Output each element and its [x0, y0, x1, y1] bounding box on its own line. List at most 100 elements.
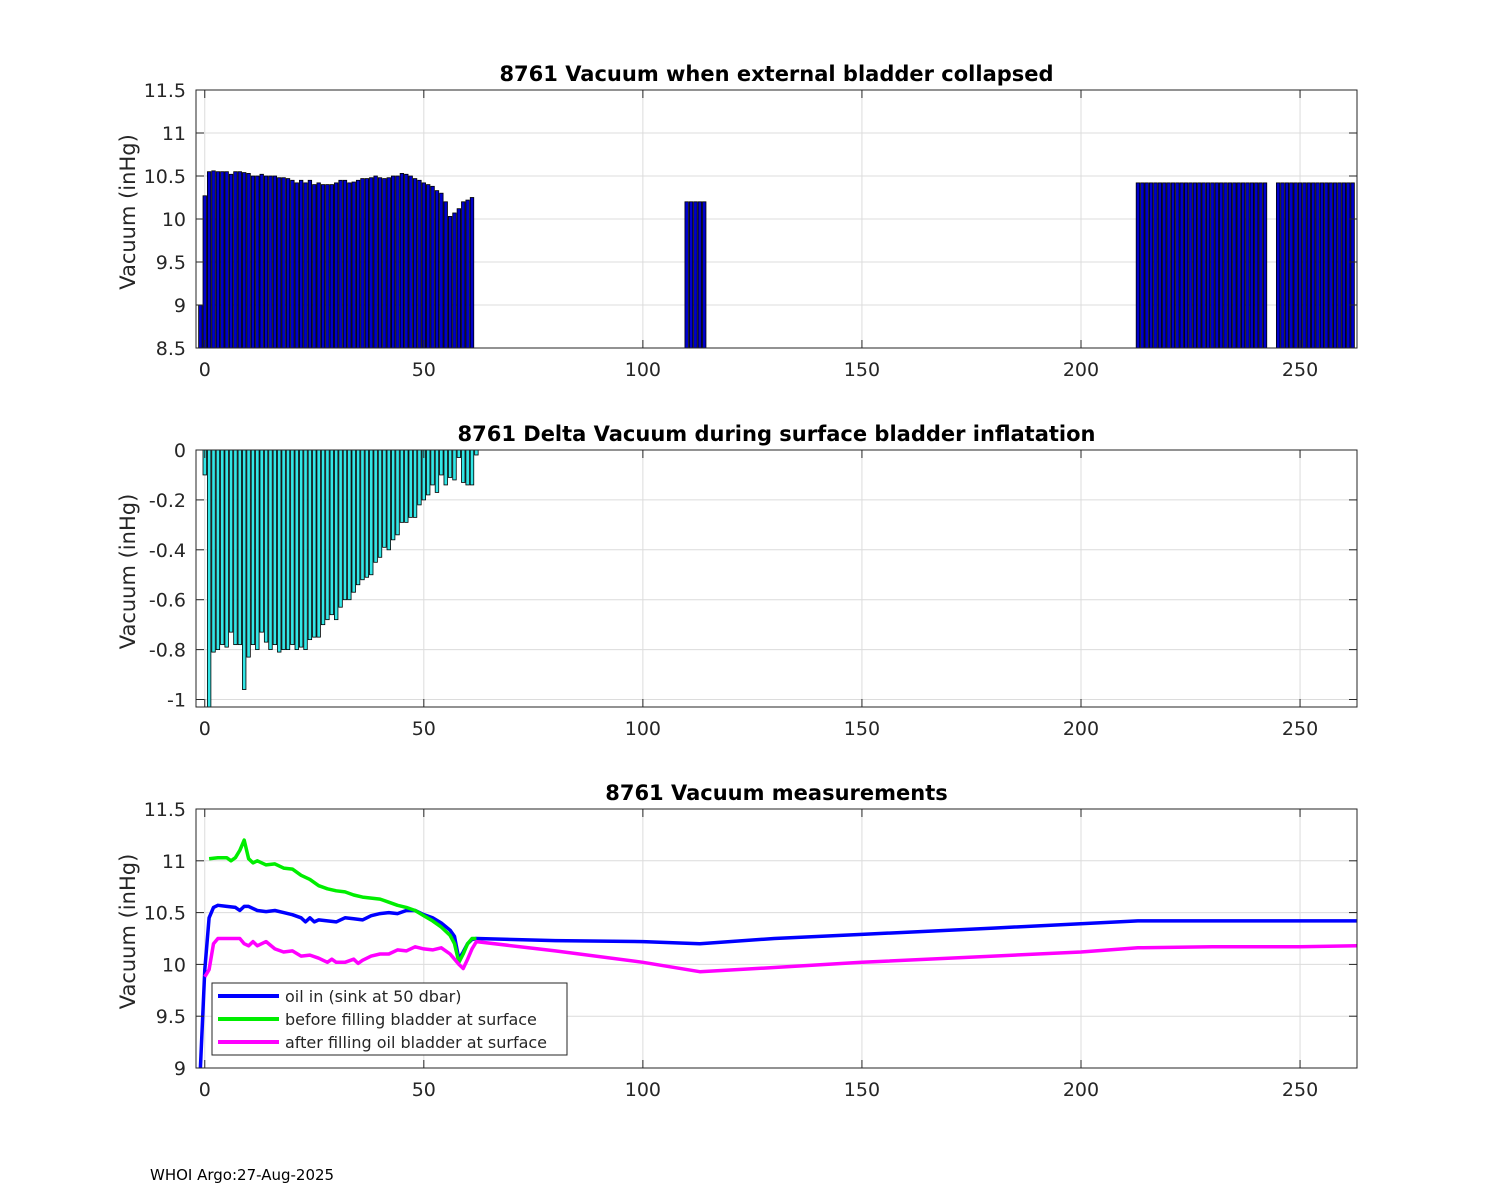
- bar: [259, 449, 264, 633]
- bar: [224, 171, 229, 349]
- bar: [298, 449, 304, 648]
- bar: [408, 175, 413, 349]
- bar: [342, 449, 348, 601]
- bars: [198, 170, 1355, 349]
- y-tick-label: 10.5: [144, 903, 186, 925]
- bar: [1249, 182, 1255, 349]
- bar: [412, 449, 418, 518]
- series-line: [203, 936, 1358, 978]
- x-tick-label: 200: [1063, 718, 1099, 740]
- bar: [364, 178, 370, 349]
- bar: [233, 171, 238, 349]
- bar: [364, 449, 370, 578]
- bar: [215, 449, 221, 651]
- x-tick-label: 150: [844, 718, 880, 740]
- x-tick-label: 250: [1282, 359, 1318, 381]
- bar: [224, 449, 229, 648]
- bar: [1275, 182, 1281, 349]
- bar: [1258, 182, 1263, 349]
- bar: [1315, 182, 1320, 349]
- x-tick-label: 0: [199, 359, 211, 381]
- bar: [334, 449, 339, 621]
- x-tick-label: 0: [199, 718, 211, 740]
- bar: [307, 449, 313, 641]
- bar: [443, 449, 448, 486]
- bar: [1197, 182, 1202, 349]
- y-tick-label: 9: [174, 295, 186, 317]
- bar: [452, 212, 457, 349]
- bar: [1240, 182, 1246, 349]
- bar: [277, 177, 282, 349]
- bar: [268, 175, 273, 349]
- bar: [246, 449, 251, 658]
- bar: [215, 171, 221, 349]
- bar: [303, 449, 308, 651]
- bar: [1280, 182, 1285, 349]
- bar: [294, 449, 299, 651]
- bar: [408, 449, 413, 518]
- bar: [474, 449, 479, 456]
- bar: [1192, 182, 1198, 349]
- bar: [1319, 182, 1325, 349]
- bar: [1341, 182, 1347, 349]
- x-tick-label: 100: [625, 1079, 661, 1101]
- bar: [1346, 182, 1351, 349]
- bar: [1284, 182, 1290, 349]
- y-tick-label: 9.5: [156, 1006, 186, 1028]
- bar: [465, 199, 470, 349]
- bar: [303, 182, 308, 349]
- bar: [1179, 182, 1184, 349]
- bar: [250, 175, 256, 349]
- bar: [382, 178, 387, 349]
- bar: [430, 449, 435, 486]
- y-axis-label: Vacuum (inHg): [116, 854, 140, 1010]
- bar: [220, 449, 225, 646]
- bar: [1289, 182, 1294, 349]
- bar: [246, 173, 251, 349]
- bar: [395, 175, 400, 349]
- y-tick-label: 9.5: [156, 252, 186, 274]
- bar: [1219, 182, 1224, 349]
- bar: [250, 449, 256, 646]
- bar: [1166, 182, 1171, 349]
- bar: [1350, 182, 1355, 349]
- bar: [220, 171, 225, 349]
- bar: [1210, 182, 1215, 349]
- bar: [272, 449, 278, 646]
- lines: [198, 838, 1358, 1069]
- x-tick-label: 150: [844, 1079, 880, 1101]
- bar: [237, 171, 242, 349]
- bar: [469, 449, 475, 486]
- bar: [386, 177, 391, 349]
- bar: [421, 182, 426, 349]
- bar: [242, 449, 247, 690]
- x-tick-label: 100: [625, 359, 661, 381]
- bar: [355, 449, 361, 586]
- x-tick-label: 250: [1282, 718, 1318, 740]
- legend-label: after filling oil bladder at surface: [285, 1033, 547, 1052]
- bar: [320, 449, 326, 626]
- panel-vacuum-measurements: 0 50 100 150 200 250 9 9.5 10 10.5 11 11.5 8761 Vac…: [116, 781, 1358, 1101]
- bar: [1140, 182, 1145, 349]
- bar: [347, 182, 352, 349]
- bar: [390, 449, 396, 541]
- bar: [377, 177, 383, 349]
- bar: [325, 184, 330, 349]
- bar: [369, 177, 374, 349]
- bar: [452, 449, 457, 481]
- panel-vacuum-collapsed: 0 50 100 150 200 250 8.5 9 9.5 10 10.5 11 11.5 8761 …: [116, 62, 1358, 381]
- y-tick-label: -1: [167, 690, 186, 712]
- bar: [417, 179, 422, 349]
- y-tick-label: 11: [162, 123, 186, 145]
- bar: [439, 449, 444, 476]
- bar: [1254, 182, 1259, 349]
- chart-title: 8761 Delta Vacuum during surface bladder…: [458, 422, 1096, 446]
- bar: [351, 449, 356, 593]
- x-tick-label: 50: [412, 359, 436, 381]
- bar: [373, 175, 378, 349]
- bar: [1188, 182, 1193, 349]
- bar: [461, 449, 466, 483]
- bar: [447, 216, 453, 349]
- y-tick-label: -0.6: [149, 590, 186, 612]
- bar: [294, 182, 299, 349]
